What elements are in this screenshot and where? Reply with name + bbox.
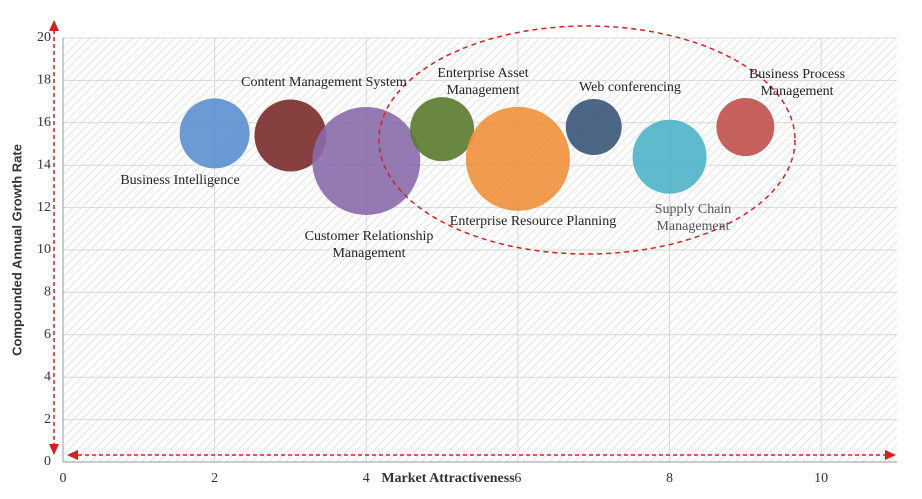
x-tick-label: 10 bbox=[814, 471, 828, 486]
bubble bbox=[465, 106, 570, 211]
bubble-label: Enterprise Asset Management bbox=[437, 66, 529, 98]
y-tick-label: 18 bbox=[37, 73, 51, 88]
y-tick-label: 8 bbox=[44, 285, 51, 300]
x-axis-title: Market Attractiveness bbox=[381, 471, 515, 486]
bubble bbox=[179, 98, 250, 169]
x-tick-label: 8 bbox=[666, 471, 673, 486]
bubble-label: Business Process Management bbox=[748, 67, 846, 99]
bubble-label: Customer Relationship Management bbox=[304, 229, 434, 261]
bubble bbox=[565, 99, 622, 156]
y-tick-label: 2 bbox=[44, 412, 51, 427]
y-tick-label: 12 bbox=[37, 200, 51, 215]
x-tick-label: 2 bbox=[211, 471, 218, 486]
bubble bbox=[410, 97, 475, 162]
bubble-label: Supply Chain Management bbox=[654, 202, 732, 234]
bubble-label: Content Management System bbox=[241, 75, 407, 90]
x-tick-label: 6 bbox=[514, 471, 521, 486]
y-tick-label: 16 bbox=[37, 115, 51, 130]
bubble bbox=[312, 106, 421, 215]
bubble bbox=[716, 98, 775, 157]
bubble bbox=[632, 119, 707, 194]
y-tick-label: 10 bbox=[37, 242, 51, 257]
x-arrow-head bbox=[67, 450, 78, 460]
x-tick-label: 4 bbox=[363, 471, 370, 486]
y-axis-title: Compounded Annual Growth Rate bbox=[9, 144, 24, 356]
bubble-label: Enterprise Resource Planning bbox=[449, 214, 617, 229]
y-arrow-head bbox=[49, 20, 59, 31]
y-tick-label: 14 bbox=[37, 157, 51, 172]
highlight-ellipse bbox=[378, 25, 796, 255]
y-tick-label: 0 bbox=[44, 454, 51, 469]
bubble-label: Business Intelligence bbox=[120, 173, 240, 188]
y-arrow-head bbox=[49, 444, 59, 455]
y-tick-label: 20 bbox=[37, 30, 51, 45]
x-tick-label: 0 bbox=[60, 471, 67, 486]
bubble-label: Web conferencing bbox=[579, 80, 681, 95]
y-tick-label: 4 bbox=[44, 369, 51, 384]
bubble bbox=[254, 99, 327, 172]
x-arrow-head bbox=[885, 450, 896, 460]
y-tick-label: 6 bbox=[44, 327, 51, 342]
